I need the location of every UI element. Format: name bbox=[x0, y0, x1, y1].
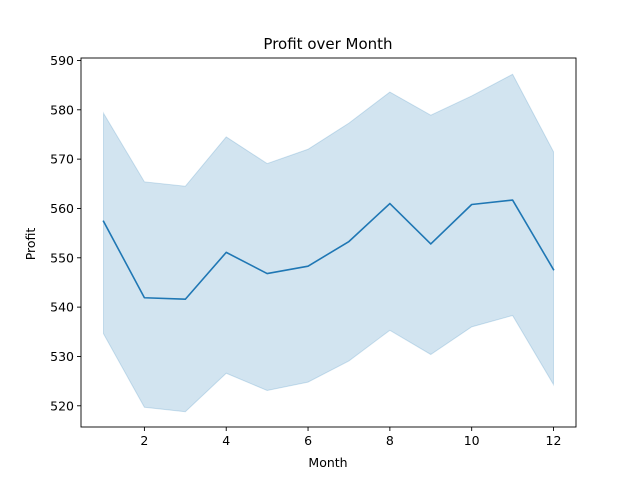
y-tick-label: 540 bbox=[50, 300, 74, 315]
x-tick-label: 6 bbox=[304, 433, 312, 448]
y-tick-label: 580 bbox=[50, 102, 74, 117]
y-tick-label: 560 bbox=[50, 201, 74, 216]
y-tick-label: 570 bbox=[50, 152, 74, 167]
confidence-band bbox=[104, 74, 554, 411]
y-tick-label: 550 bbox=[50, 250, 74, 265]
y-tick-label: 590 bbox=[50, 53, 74, 68]
y-tick-label: 520 bbox=[50, 398, 74, 413]
y-axis-title: Profit bbox=[23, 228, 38, 261]
x-tick-label: 4 bbox=[222, 433, 230, 448]
x-tick-label: 2 bbox=[140, 433, 148, 448]
x-tick-label: 8 bbox=[386, 433, 394, 448]
chart-title: Profit over Month bbox=[263, 35, 392, 53]
x-tick-label: 12 bbox=[546, 433, 562, 448]
x-axis-title: Month bbox=[308, 455, 347, 470]
y-tick-label: 530 bbox=[50, 349, 74, 364]
x-tick-label: 10 bbox=[464, 433, 480, 448]
plot-area bbox=[103, 74, 553, 411]
